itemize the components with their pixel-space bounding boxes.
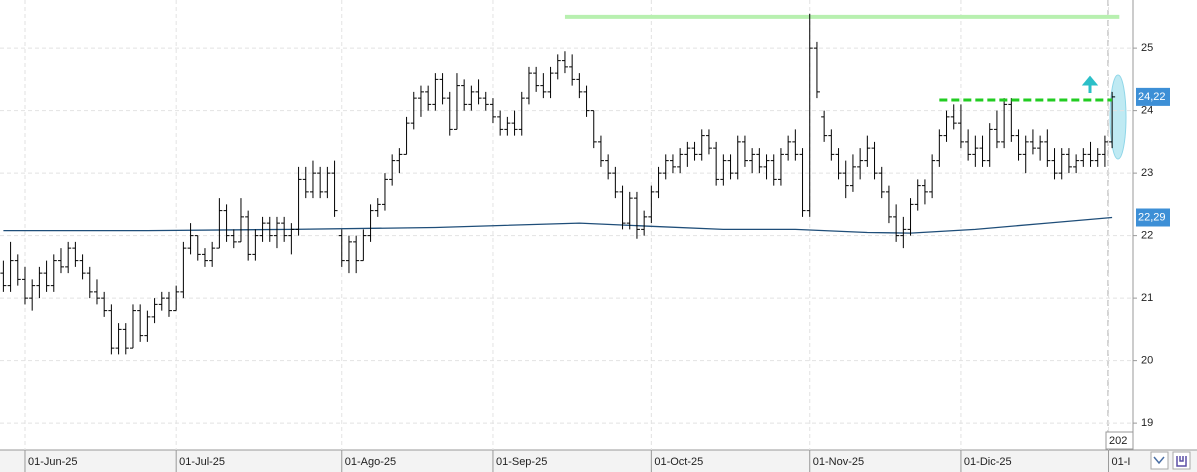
y-tick-label: 22 bbox=[1141, 230, 1153, 242]
x-tick-label: 01-Sep-25 bbox=[496, 456, 547, 468]
cursor-label: 202 bbox=[1109, 435, 1127, 447]
y-tick-label: 23 bbox=[1141, 167, 1153, 179]
last-price-box bbox=[1136, 87, 1170, 106]
y-tick-label: 21 bbox=[1141, 292, 1153, 304]
y-tick-label: 19 bbox=[1141, 417, 1153, 429]
x-tick-label: 01-Jun-25 bbox=[28, 456, 78, 468]
x-tick-label: 01-Ago-25 bbox=[345, 456, 396, 468]
ma-value-label: 22,29 bbox=[1138, 211, 1166, 223]
y-tick-label: 20 bbox=[1141, 355, 1153, 367]
x-tick-label: 01-Oct-25 bbox=[654, 456, 703, 468]
highlight-ellipse bbox=[1109, 74, 1127, 160]
plot bbox=[0, 0, 1133, 450]
scroll-button[interactable] bbox=[1150, 451, 1169, 470]
save-icon bbox=[1176, 456, 1187, 467]
cursor-label-box bbox=[1105, 431, 1134, 450]
y-tick-label: 24 bbox=[1141, 105, 1153, 117]
up-arrow bbox=[1081, 75, 1099, 93]
x-axis-strip bbox=[0, 450, 1197, 472]
ma-value-box bbox=[1136, 208, 1170, 227]
scroll-icon bbox=[1153, 456, 1165, 465]
x-tick-label: 01-Nov-25 bbox=[813, 456, 864, 468]
y-tick-label: 25 bbox=[1141, 42, 1153, 54]
x-tick-label: 01-Jul-25 bbox=[179, 456, 225, 468]
x-tick-label: 01-I bbox=[1112, 456, 1131, 468]
x-tick-label: 01-Dic-25 bbox=[964, 456, 1012, 468]
last-price-label: 24,22 bbox=[1138, 91, 1166, 103]
